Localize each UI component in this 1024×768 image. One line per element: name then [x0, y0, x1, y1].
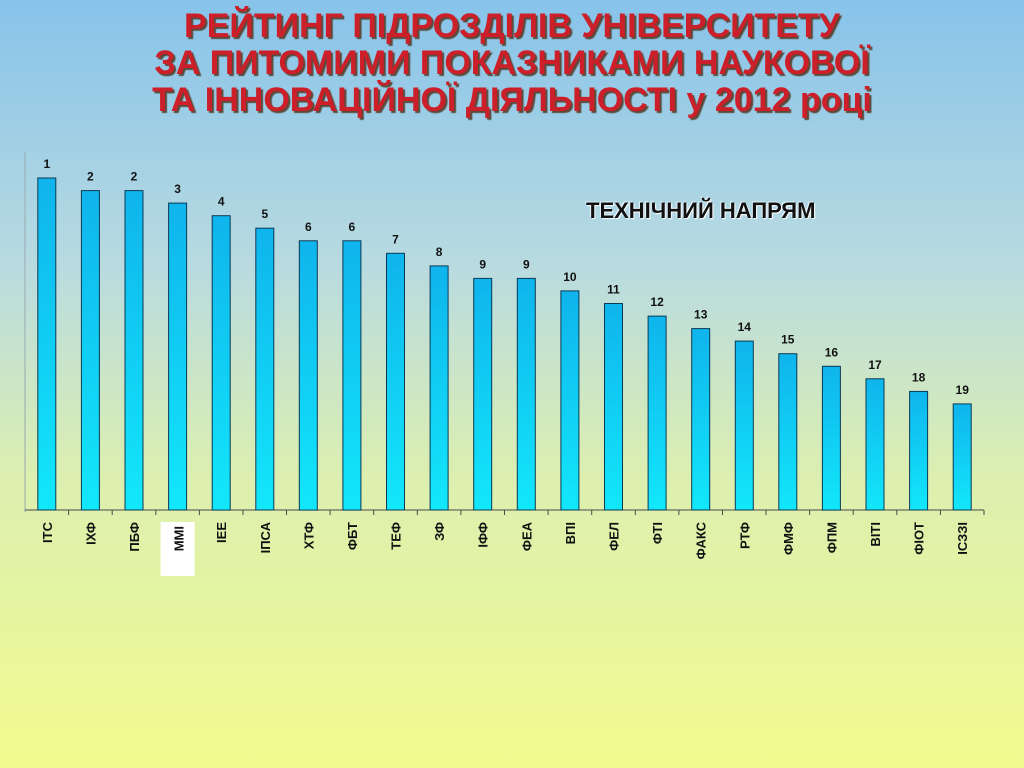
category-label: ВІТІ	[868, 522, 883, 547]
bar	[211, 215, 231, 511]
bar	[865, 378, 885, 511]
value-label: 8	[436, 245, 443, 259]
bar	[429, 265, 449, 511]
chart-title: РЕЙТИНГ ПІДРОЗДІЛІВ УНІВЕРСИТЕТУ ЗА ПИТО…	[0, 8, 1024, 119]
value-label: 3	[174, 182, 181, 196]
bar	[560, 290, 580, 511]
value-label: 14	[738, 320, 752, 334]
highlight-background	[160, 522, 195, 576]
value-label: 4	[218, 195, 225, 209]
bar	[37, 177, 57, 511]
category-label: РТФ	[737, 522, 752, 549]
bar	[516, 277, 536, 511]
category-label: ІПСА	[258, 521, 273, 553]
bar	[298, 240, 318, 511]
chart-subtitle: ТЕХНІЧНИЙ НАПРЯМ	[586, 198, 816, 223]
bar	[604, 303, 623, 511]
category-label: ЗФ	[432, 522, 447, 541]
value-label: 2	[87, 170, 94, 184]
value-label: 19	[956, 383, 970, 397]
value-label: 9	[523, 257, 530, 271]
value-label: 12	[650, 295, 664, 309]
title-line-3: ТА ІННОВАЦІЙНОЇ ДІЯЛЬНОСТІ у 2012 році	[152, 81, 872, 119]
bar	[168, 202, 188, 511]
value-label: 11	[607, 283, 620, 297]
bars-group: 1 ІТС 2 ІХФ 2 ПБФ 3 ММІ 4 ІЕЕ 5 ІПСА 6 ХТФ 6 ФБТ 7 ТЕФ 8 ЗФ…	[37, 157, 985, 576]
bar	[80, 190, 100, 511]
category-label: ФПМ	[824, 522, 839, 553]
category-label: ВПІ	[563, 522, 578, 544]
value-label: 6	[349, 220, 356, 234]
value-label: 6	[305, 220, 312, 234]
bar	[647, 315, 667, 511]
category-label: ФТІ	[650, 522, 665, 544]
category-label: ФМФ	[781, 522, 796, 555]
category-label: ПБФ	[127, 522, 142, 552]
value-label: 10	[563, 270, 577, 284]
category-label: ІХФ	[83, 522, 98, 545]
value-label: 18	[912, 370, 926, 384]
value-label: 15	[781, 333, 795, 347]
category-label: ІФФ	[476, 522, 491, 548]
category-label: ІТС	[40, 521, 55, 543]
bar	[909, 390, 929, 511]
value-label: 16	[825, 345, 839, 359]
category-label: ХТФ	[301, 522, 316, 549]
category-label: ММІ	[172, 526, 187, 551]
bar	[255, 227, 275, 511]
bar	[734, 340, 754, 511]
category-label: ФБТ	[345, 522, 360, 550]
bar	[952, 403, 972, 511]
bar	[778, 353, 798, 511]
value-label: 5	[261, 207, 268, 221]
title-line-1: РЕЙТИНГ ПІДРОЗДІЛІВ УНІВЕРСИТЕТУ	[184, 7, 840, 45]
value-label: 9	[479, 257, 486, 271]
category-label: ФЕА	[519, 521, 534, 551]
bar	[386, 252, 405, 511]
category-label: ТЕФ	[389, 522, 404, 550]
title-line-2: ЗА ПИТОМИМИ ПОКАЗНИКАМИ НАУКОВОЇ	[154, 44, 870, 82]
bar	[473, 277, 493, 511]
bar	[691, 328, 711, 511]
value-label: 1	[43, 157, 50, 171]
value-label: 13	[694, 308, 708, 322]
value-label: 7	[392, 232, 399, 246]
value-label: 2	[131, 170, 138, 184]
category-label: ІЕЕ	[214, 522, 229, 543]
category-label: ІСЗЗІ	[955, 522, 970, 555]
category-label: ФЕЛ	[607, 522, 622, 551]
bar	[124, 190, 144, 511]
category-label: ФІОТ	[912, 522, 927, 555]
bar	[821, 365, 841, 511]
value-label: 17	[868, 358, 882, 372]
category-label: ФАКС	[694, 521, 709, 559]
bar	[342, 240, 362, 511]
